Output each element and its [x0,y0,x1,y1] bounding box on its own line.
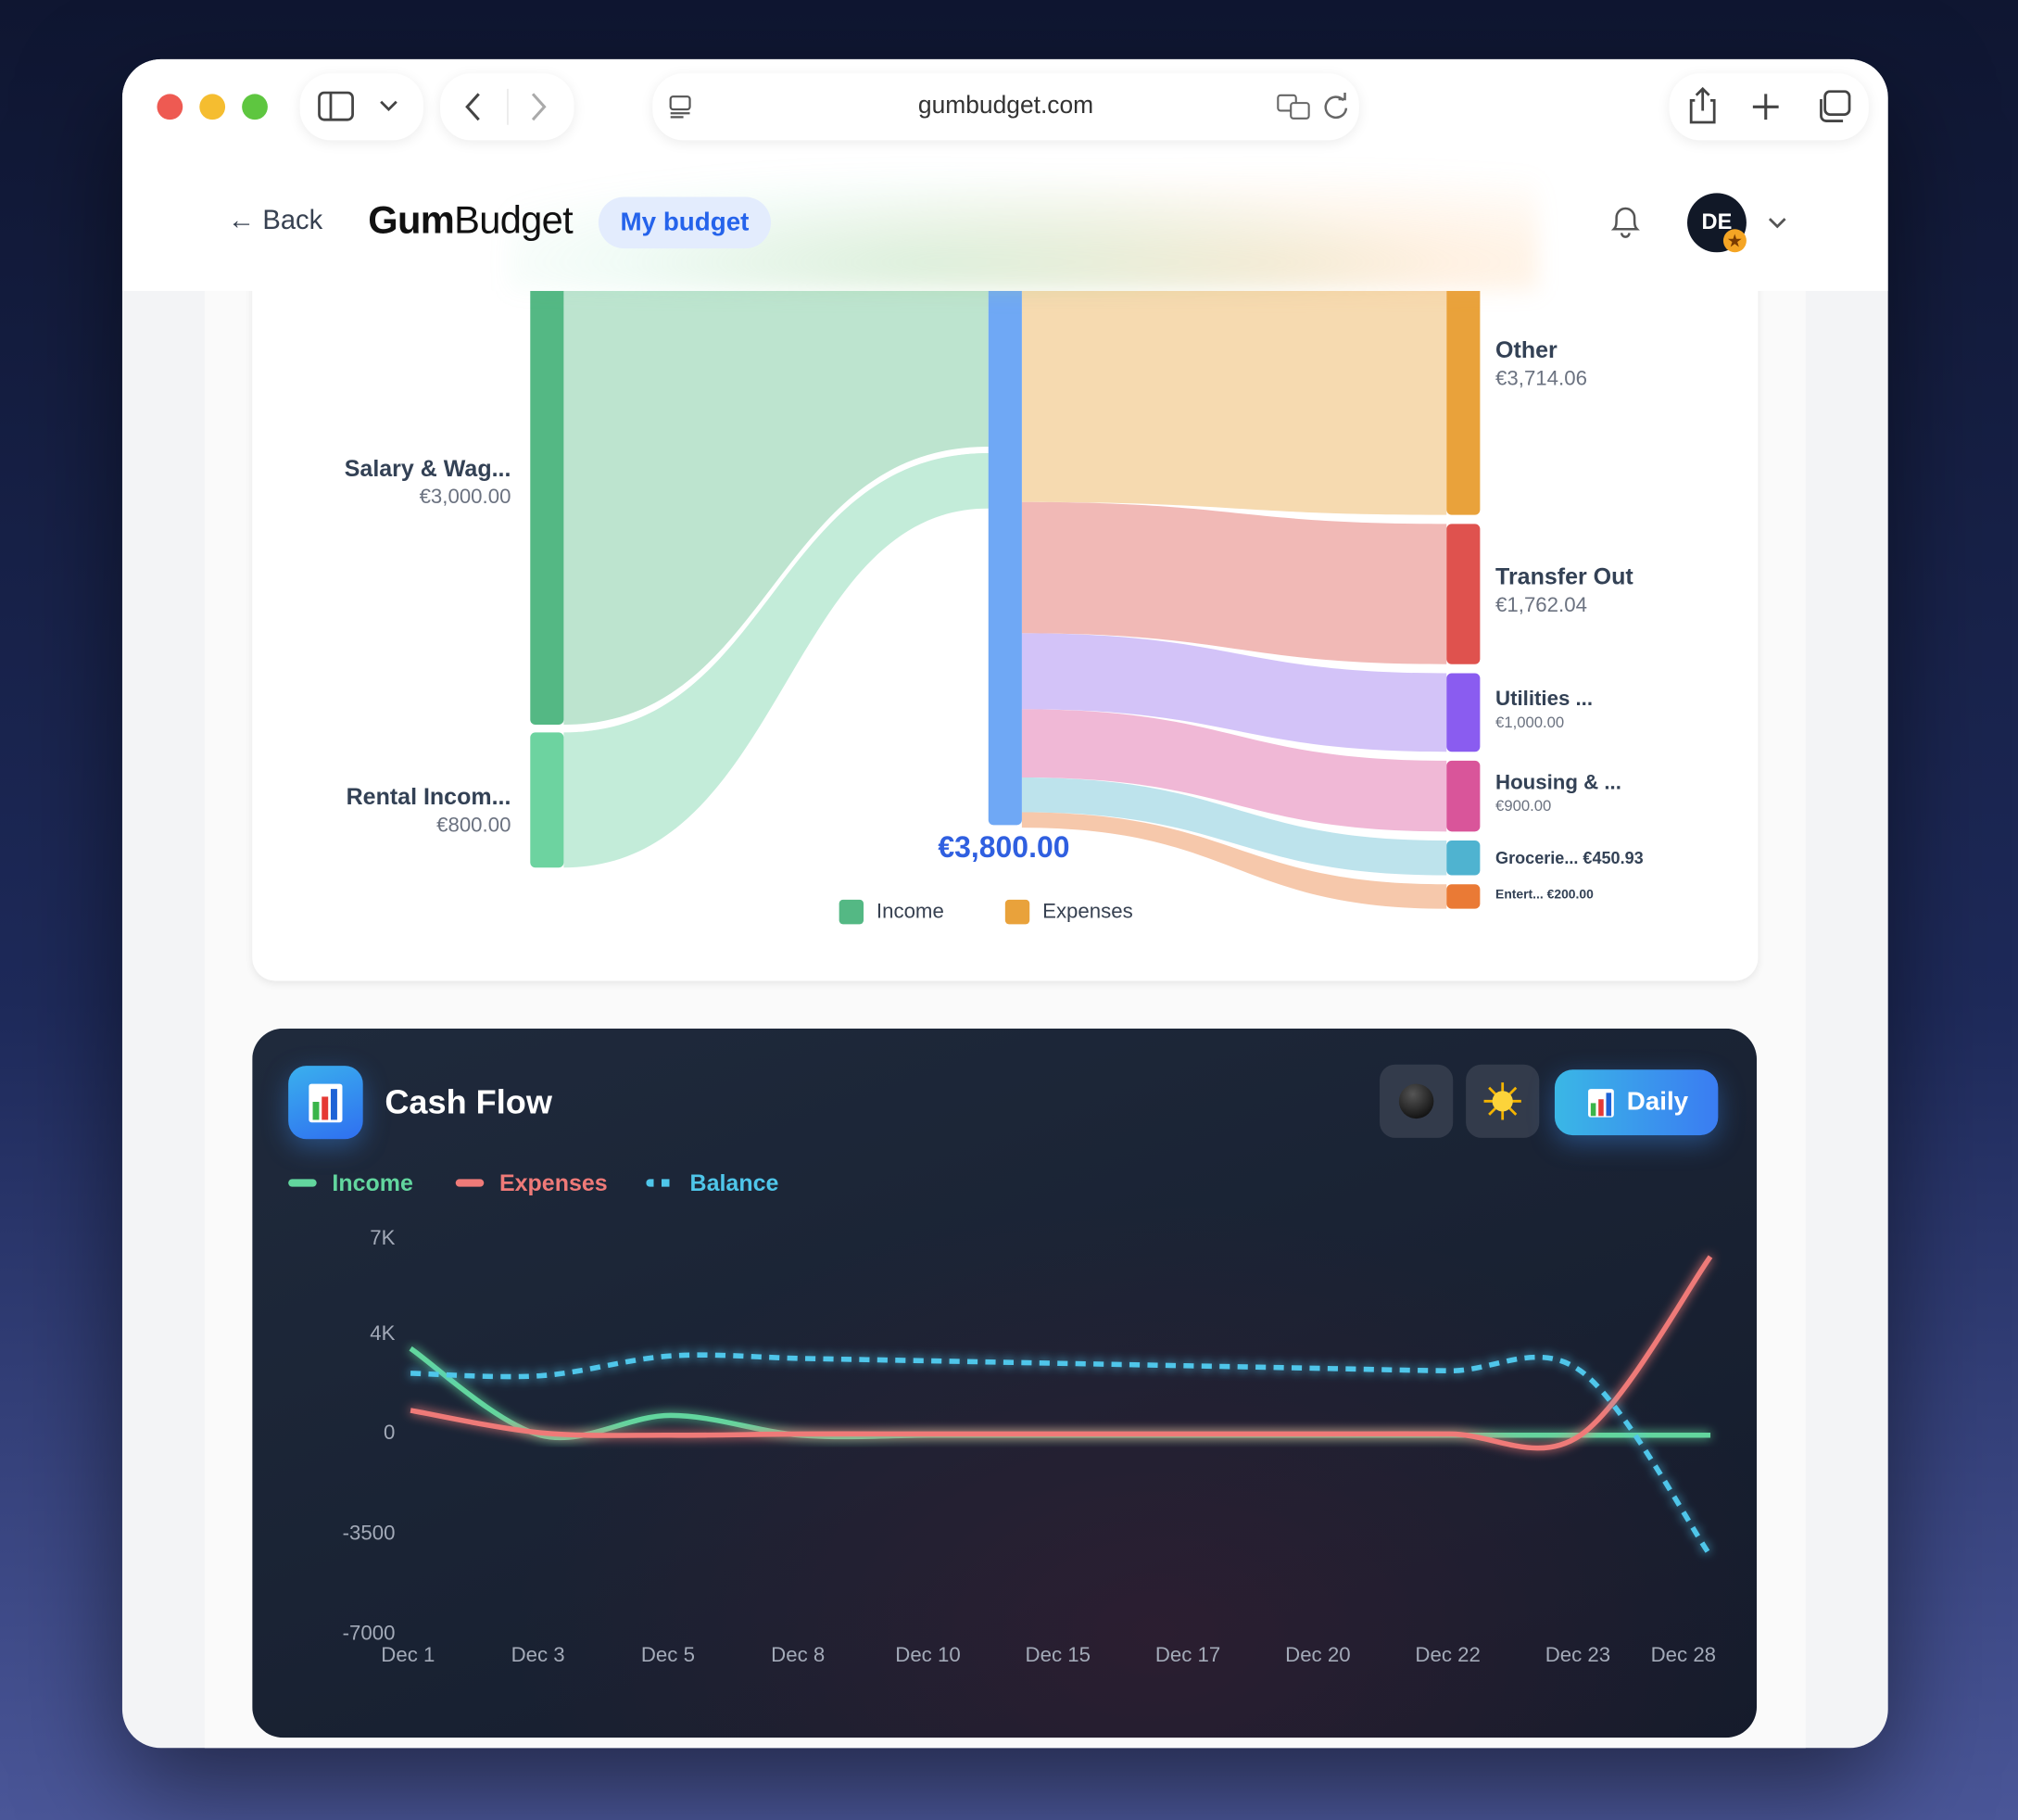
back-nav-icon[interactable] [463,92,484,122]
flow-housing [1021,709,1447,832]
forward-nav-icon[interactable] [528,92,549,122]
legend-swatch-expenses [455,1179,485,1187]
chart-icon [1588,1089,1614,1118]
x-tick-label: Dec 23 [1545,1645,1611,1667]
minimize-window-button[interactable] [199,94,226,120]
cashflow-line-chart [409,1255,1713,1558]
legend-balance[interactable]: Balance [689,1169,779,1196]
back-button[interactable]: ← Back [227,206,323,236]
cashflow-card: Cash Flow Daily 7K 4K 0 -3500 -7000 Dec 1 Dec … [252,1028,1758,1738]
reader-icon[interactable] [668,94,694,120]
zoom-window-button[interactable] [242,94,268,120]
x-tick-label: Dec 15 [1025,1645,1091,1667]
x-tick-label: Dec 5 [640,1645,695,1667]
node-transfer [1446,524,1481,664]
chevron-down-icon[interactable] [380,99,397,112]
sidebar-toggle-group[interactable] [299,73,423,141]
node-utilities [1446,673,1481,752]
x-tick-label: Dec 28 [1650,1645,1717,1667]
legend-swatch-balance [646,1179,675,1187]
cashflow-title: Cash Flow [385,1082,552,1121]
x-tick-label: Dec 8 [771,1645,826,1667]
node-rental [530,732,564,868]
flow-groceries [1021,777,1447,876]
y-tick-label: 4K [370,1322,396,1346]
flow-rental-body [563,452,989,868]
reload-icon[interactable] [1322,93,1351,121]
avatar[interactable]: DE ★ [1687,193,1747,253]
legend-swatch-income [288,1179,317,1187]
chart-icon [288,1066,363,1140]
flow-utilities [1021,633,1447,752]
node-other [1446,290,1481,515]
legend-expenses[interactable]: Expenses [498,1169,608,1196]
address-bar[interactable]: gumbudget.com [652,73,1359,141]
share-icon[interactable] [1687,86,1718,125]
x-tick-label: Dec 3 [511,1645,565,1667]
flow-other [1021,290,1447,515]
translate-icon[interactable] [1277,93,1313,121]
node-housing [1446,760,1481,832]
y-tick-label: -7000 [342,1623,396,1646]
sidebar-icon[interactable] [318,91,354,122]
y-tick-label: -3500 [342,1523,396,1545]
sun-icon [1483,1082,1521,1120]
y-tick-label: 0 [384,1422,396,1445]
daily-button[interactable]: Daily [1554,1069,1719,1136]
x-tick-label: Dec 10 [895,1645,961,1667]
flow-entertainment [1021,812,1447,909]
star-badge-icon: ★ [1722,229,1747,253]
browser-toolbar: gumbudget.com ← Back GumBudget My budget … [121,58,1888,291]
x-tick-label: Dec 20 [1285,1645,1351,1667]
light-mode-button[interactable] [1466,1064,1540,1138]
dark-mode-button[interactable] [1380,1064,1454,1138]
node-groceries [1446,840,1481,876]
arrow-left-icon: ← [227,206,256,236]
node-salary [530,290,564,726]
new-tab-icon[interactable] [1751,93,1780,121]
history-nav [440,73,574,141]
x-tick-label: Dec 17 [1154,1645,1221,1667]
url-text: gumbudget.com [917,93,1094,120]
y-tick-label: 7K [370,1228,396,1250]
tabs-overview-icon[interactable] [1816,90,1852,123]
x-tick-label: Dec 1 [381,1645,435,1667]
flow-salary [563,290,989,726]
series-line-expenses [410,1255,1713,1451]
x-tick-label: Dec 22 [1415,1645,1481,1667]
sankey-chart [530,290,1481,909]
my-budget-tab[interactable]: My budget [598,196,772,249]
series-line-balance [410,1352,1713,1558]
node-total [988,290,1022,826]
close-window-button[interactable] [157,94,183,120]
node-entertainment [1446,884,1481,909]
flow-transfer [1021,501,1447,664]
legend-income[interactable]: Income [332,1169,413,1196]
black-circle-icon [1398,1083,1434,1119]
bell-icon[interactable] [1608,203,1642,239]
account-chevron-down-icon[interactable] [1767,215,1787,231]
window-actions [1669,73,1869,141]
brand-logo[interactable]: GumBudget [368,199,574,243]
browser-window: gumbudget.com ← Back GumBudget My budget … [121,58,1888,1749]
